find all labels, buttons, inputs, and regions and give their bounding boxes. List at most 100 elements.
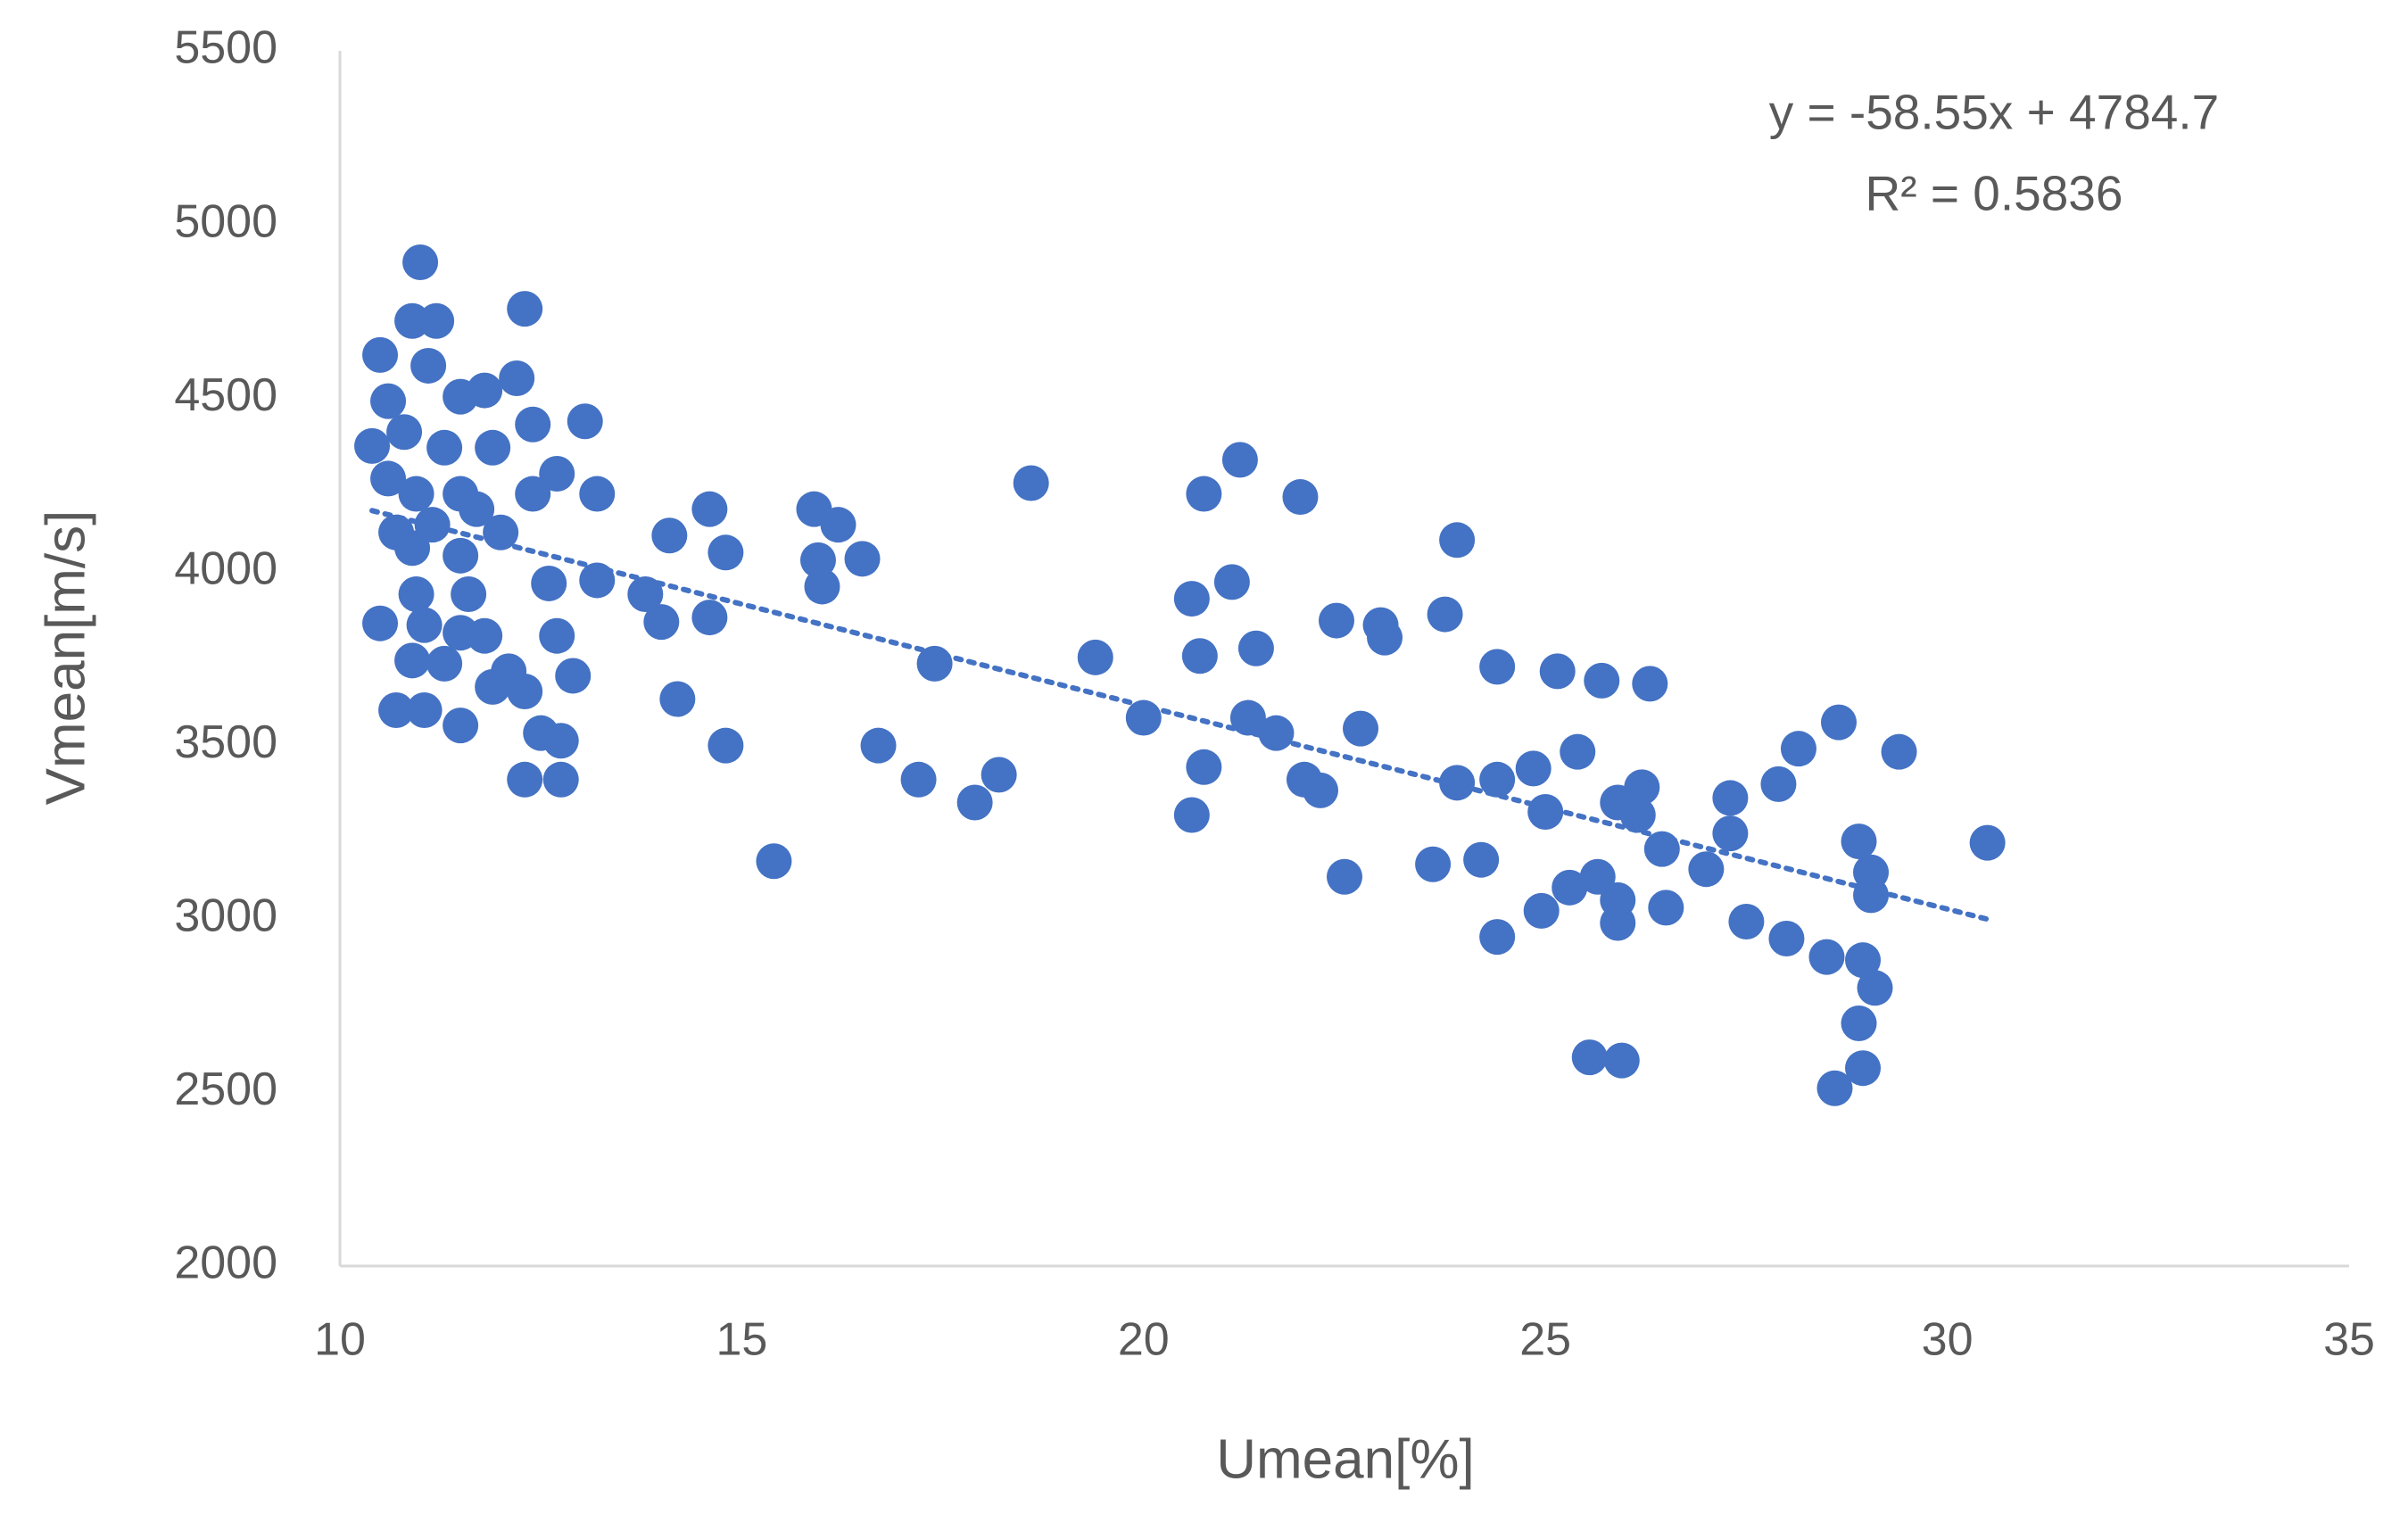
data-point xyxy=(799,542,836,578)
data-point xyxy=(418,302,455,339)
data-point xyxy=(1624,769,1660,806)
data-point xyxy=(398,476,434,512)
data-point xyxy=(475,429,511,466)
data-point xyxy=(567,403,603,440)
data-point xyxy=(1560,733,1596,770)
data-point xyxy=(426,645,463,682)
data-point xyxy=(1780,731,1816,767)
data-point xyxy=(691,600,728,636)
data-point xyxy=(1173,797,1210,833)
x-tick-label: 15 xyxy=(716,1314,767,1366)
data-point xyxy=(756,843,792,880)
data-point xyxy=(651,517,688,554)
data-point xyxy=(1479,919,1516,956)
data-point xyxy=(531,565,567,601)
data-point xyxy=(1820,704,1857,741)
data-point xyxy=(467,372,503,409)
data-point xyxy=(414,507,451,543)
data-point xyxy=(844,541,881,577)
data-point xyxy=(410,347,447,384)
data-point xyxy=(1427,596,1463,633)
data-point xyxy=(1853,877,1890,914)
data-point xyxy=(406,691,443,728)
data-point xyxy=(1600,905,1636,941)
data-point xyxy=(627,576,664,613)
data-point xyxy=(1343,710,1379,747)
data-point xyxy=(398,576,434,613)
data-point xyxy=(507,291,543,327)
r-squared: R² = 0.5836 xyxy=(1866,166,2123,221)
data-point xyxy=(860,727,897,764)
data-point xyxy=(406,607,443,643)
data-point xyxy=(1237,630,1274,666)
data-point xyxy=(507,761,543,798)
data-point xyxy=(467,617,503,654)
data-point xyxy=(1173,581,1210,617)
data-point xyxy=(1258,715,1295,751)
data-point xyxy=(1579,858,1616,895)
data-point xyxy=(691,491,728,527)
data-point xyxy=(542,761,579,798)
y-tick-label: 5000 xyxy=(174,195,277,247)
data-point xyxy=(555,658,592,694)
y-axis-title: Vmean[m/s] xyxy=(35,510,96,806)
data-point xyxy=(659,681,696,717)
data-point xyxy=(1479,649,1516,685)
data-point xyxy=(507,673,543,709)
data-point xyxy=(426,429,463,466)
data-point xyxy=(1013,465,1049,501)
data-point xyxy=(1515,750,1552,787)
equation: y = -58.55x + 4784.7 xyxy=(1769,85,2220,140)
data-point xyxy=(539,617,575,654)
data-point xyxy=(1552,869,1588,906)
data-point xyxy=(1415,846,1452,882)
data-point xyxy=(1367,619,1403,656)
data-point xyxy=(515,476,551,512)
data-point xyxy=(370,460,407,497)
data-point xyxy=(579,476,616,512)
data-point xyxy=(1768,921,1805,957)
data-point xyxy=(542,723,579,759)
data-point xyxy=(386,414,423,451)
data-point xyxy=(443,537,479,574)
data-point xyxy=(900,761,937,798)
data-point xyxy=(394,642,431,679)
trendline xyxy=(369,508,1990,923)
data-point xyxy=(1077,639,1113,675)
data-point xyxy=(708,727,744,764)
data-point xyxy=(515,406,551,443)
data-point xyxy=(820,507,856,543)
data-point xyxy=(1648,890,1684,926)
y-tick-label: 2000 xyxy=(174,1237,277,1289)
x-tick-label: 25 xyxy=(1519,1314,1571,1366)
data-point xyxy=(1619,797,1656,833)
data-point xyxy=(1603,1042,1640,1079)
data-point xyxy=(643,604,680,641)
data-point xyxy=(1539,653,1576,690)
data-point xyxy=(378,691,415,728)
data-point xyxy=(1181,638,1218,674)
data-point xyxy=(1302,772,1338,808)
data-point xyxy=(804,568,840,605)
data-point xyxy=(370,383,407,419)
data-point xyxy=(1881,733,1917,770)
data-point xyxy=(1688,851,1725,888)
x-tick-label: 35 xyxy=(2323,1314,2375,1366)
data-point xyxy=(1327,858,1362,895)
data-point xyxy=(1712,815,1749,852)
data-point xyxy=(1857,970,1893,1006)
data-point xyxy=(443,708,479,744)
data-point xyxy=(708,534,744,571)
data-point xyxy=(1969,824,2006,861)
data-point xyxy=(981,757,1017,793)
data-point xyxy=(1841,823,1877,860)
data-point xyxy=(459,491,495,527)
data-point xyxy=(354,427,391,464)
data-point xyxy=(1213,564,1250,600)
data-point xyxy=(1439,765,1476,801)
y-tick-label: 4000 xyxy=(174,542,277,594)
y-tick-label: 4500 xyxy=(174,369,277,421)
data-point xyxy=(539,455,575,492)
data-point xyxy=(1186,476,1222,512)
